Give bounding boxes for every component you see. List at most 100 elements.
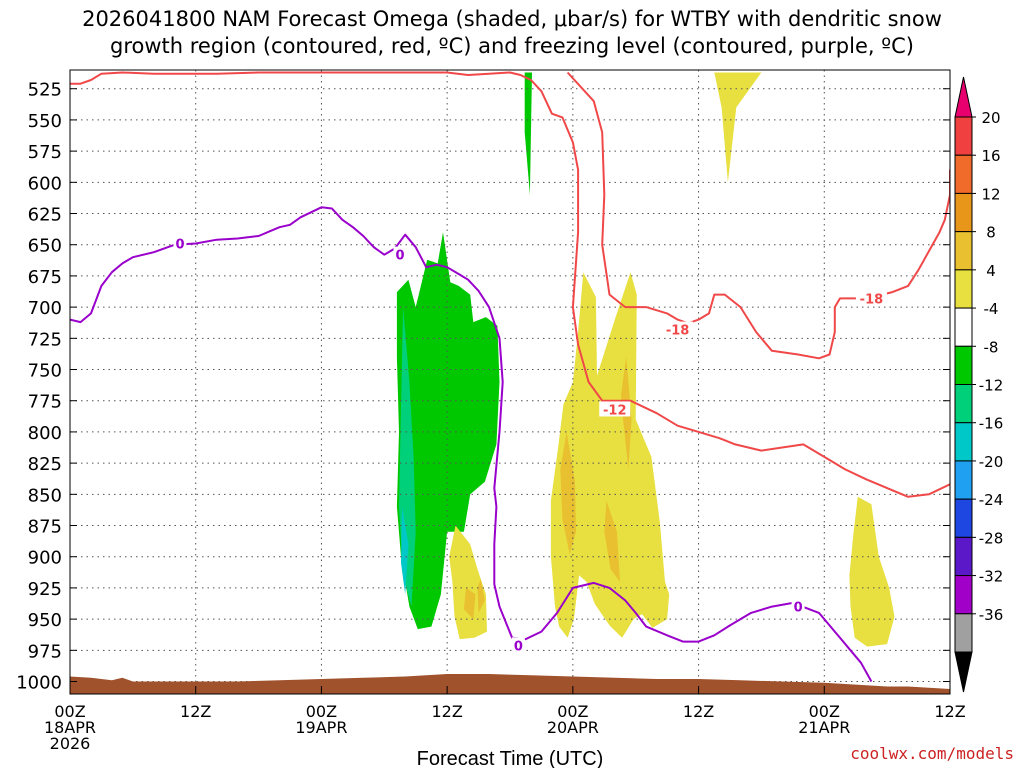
colorbar-top-arrow xyxy=(954,76,973,118)
omega-region-12 xyxy=(477,579,485,613)
title-line-2: growth region (contoured, red, ºC) and f… xyxy=(110,34,914,58)
colorbar-segment-9 xyxy=(954,460,973,500)
contour-label-0-3: 0 xyxy=(794,601,803,616)
contour-label-bg-0-3 xyxy=(791,598,805,614)
y-tick-label-800: 800 xyxy=(28,423,62,444)
y-tick-label-575: 575 xyxy=(28,142,62,163)
y-tick-label-600: 600 xyxy=(28,173,62,194)
colorbar-bottom-arrow xyxy=(954,651,973,693)
contour-label-1-0: -12 xyxy=(603,403,627,418)
contour-label-bg-2-1 xyxy=(855,290,887,306)
terrain-fill xyxy=(70,674,950,694)
x-tick-label-60-1: 12Z xyxy=(683,702,714,721)
y-tick-label-750: 750 xyxy=(28,361,62,382)
chart-title: 2026041800 NAM Forecast Omega (shaded, μ… xyxy=(0,6,1024,60)
terrain xyxy=(70,674,950,694)
contours: 0 0 0 0 -12 -18 -18 xyxy=(70,71,950,682)
x-tick-label-72-1: 00Z xyxy=(809,702,840,721)
omega-region-6 xyxy=(714,72,762,183)
colorbar-label-4: 4 xyxy=(986,262,996,280)
colorbar-label-3: 8 xyxy=(986,224,996,242)
contour-label-0-2: 0 xyxy=(514,639,523,654)
credit-text: coolwx.com/models xyxy=(850,744,1014,763)
y-tick-label-550: 550 xyxy=(28,111,62,132)
omega-region-0 xyxy=(396,232,500,630)
y-tick-label-850: 850 xyxy=(28,485,62,506)
x-tick-label-0-2: 18APR xyxy=(44,718,96,737)
colorbar-label-13: -36 xyxy=(979,606,1004,624)
omega-region-8 xyxy=(560,431,576,555)
y-tick-label-975: 975 xyxy=(28,641,62,662)
x-tick-label-48-2: 20APR xyxy=(547,718,599,737)
plot-frame xyxy=(69,69,951,695)
colorbar-segment-10 xyxy=(954,498,973,538)
colorbar-segment-0 xyxy=(954,116,973,156)
x-tick-label-24-2: 19APR xyxy=(295,718,347,737)
contour-label-bg-0-0 xyxy=(173,235,187,251)
colorbar-segment-12 xyxy=(954,575,973,615)
colorbar-label-9: -20 xyxy=(979,453,1004,471)
colorbar-label-10: -24 xyxy=(979,491,1004,509)
omega-region-11 xyxy=(463,587,476,620)
colorbar-segment-2 xyxy=(954,192,973,233)
x-tick-label-24-1: 00Z xyxy=(306,702,337,721)
y-tick-label-725: 725 xyxy=(28,329,62,350)
x-tick-label-72-2: 21APR xyxy=(798,718,850,737)
colorbar-label-5: -4 xyxy=(984,300,999,318)
y-tick-label-625: 625 xyxy=(28,205,62,226)
colorbar-label-2: 12 xyxy=(981,185,1000,203)
x-tick-label-84-1: 12Z xyxy=(934,702,965,721)
colorbar-label-11: -28 xyxy=(979,529,1004,547)
y-tick-label-675: 675 xyxy=(28,267,62,288)
colorbar-label-0: 20 xyxy=(981,109,1000,127)
colorbar-segment-1 xyxy=(954,154,973,194)
y-tick-label-650: 650 xyxy=(28,236,62,257)
colorbar-label-7: -12 xyxy=(979,377,1004,395)
y-tick-label-775: 775 xyxy=(28,392,62,413)
colorbar-segment-8 xyxy=(954,422,973,462)
y-tick-label-875: 875 xyxy=(28,517,62,538)
contour-line-1 xyxy=(70,71,950,498)
colorbar-segment-13 xyxy=(954,613,973,653)
x-tick-label-0-1: 00Z xyxy=(54,702,85,721)
y-tick-label-700: 700 xyxy=(28,298,62,319)
colorbar: 20 16 12 8 4 -4 -8 -12 -16 -20 -24 -28 -32 -36 xyxy=(954,76,1004,693)
contour-label-0-1: 0 xyxy=(395,249,404,264)
contour-label-bg-2-0 xyxy=(662,321,694,337)
y-tick-label-825: 825 xyxy=(28,454,62,475)
y-tick-label-950: 950 xyxy=(28,610,62,631)
omega-region-4 xyxy=(550,272,670,638)
colorbar-segment-7 xyxy=(954,384,973,424)
colorbar-label-1: 16 xyxy=(981,147,1000,165)
omega-region-5 xyxy=(449,525,487,640)
colorbar-label-12: -32 xyxy=(979,568,1004,586)
x-tick-label-48-1: 00Z xyxy=(557,702,588,721)
contour-label-bg-0-2 xyxy=(511,637,525,653)
contour-label-bg-0-1 xyxy=(393,246,407,262)
y-tick-label-925: 925 xyxy=(28,579,62,600)
title-line-1: 2026041800 NAM Forecast Omega (shaded, μ… xyxy=(82,7,942,31)
colorbar-label-6: -8 xyxy=(984,338,999,356)
colorbar-segment-6 xyxy=(954,345,973,385)
x-tick-label-12-1: 12Z xyxy=(180,702,211,721)
omega-region-9 xyxy=(604,500,620,582)
y-tick-label-525: 525 xyxy=(28,80,62,101)
colorbar-segment-11 xyxy=(954,536,973,577)
y-axis: 525 550 575 600 625 650 675 700 725 750 775 800 825 8… xyxy=(16,80,950,694)
colorbar-segment-4 xyxy=(954,269,973,309)
contour-line-2 xyxy=(566,71,950,360)
x-tick-label-36-1: 12Z xyxy=(431,702,462,721)
colorbar-label-8: -16 xyxy=(979,415,1004,433)
y-tick-label-1000: 1000 xyxy=(16,673,62,694)
colorbar-segment-3 xyxy=(954,231,973,271)
omega-region-7 xyxy=(849,496,895,647)
colorbar-segment-5 xyxy=(954,307,973,347)
contour-label-0-0: 0 xyxy=(175,237,184,252)
x-axis-label: Forecast Time (UTC) xyxy=(417,748,604,768)
x-tick-label-0-3: 2026 xyxy=(50,734,91,753)
contour-line-0 xyxy=(70,206,873,682)
contour-label-bg-1-0 xyxy=(599,401,631,417)
y-tick-label-900: 900 xyxy=(28,548,62,569)
